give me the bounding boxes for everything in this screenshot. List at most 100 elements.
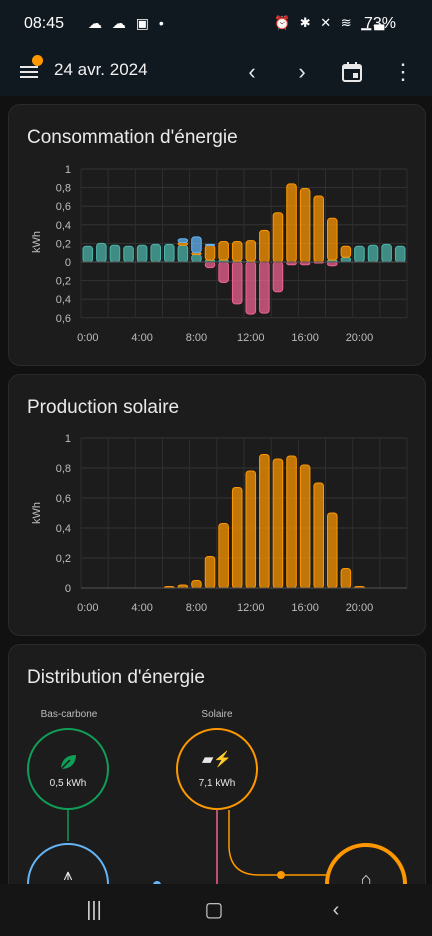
x-tick-label: 0:00	[77, 332, 98, 344]
y-tick-label: 0	[65, 583, 71, 595]
bar	[191, 236, 202, 254]
y-tick-label: 0,2	[56, 553, 71, 565]
bar	[259, 229, 270, 263]
chevron-right-icon[interactable]: ›	[298, 59, 306, 84]
bar	[299, 188, 311, 263]
bar	[327, 512, 338, 589]
bar	[204, 556, 216, 589]
bar	[164, 243, 175, 263]
bar	[394, 245, 406, 263]
bar	[191, 580, 202, 589]
bar	[354, 245, 365, 263]
bar	[286, 455, 297, 589]
y-tick-label: 0,6	[56, 201, 71, 213]
energy-consumption-chart: 1 0,8 0,6 0,4 0,2 0 0,2 0,4 0,6 0:00 4:00 8:00 12:00…	[31, 164, 408, 344]
y-tick-label: 0,2	[56, 238, 71, 250]
app-bar: 24 avr. 2024 ‹ › ⋮	[0, 48, 432, 96]
bar	[231, 241, 243, 262]
bar	[340, 245, 352, 258]
bar	[218, 261, 229, 283]
x-tick-label: 8:00	[186, 332, 207, 344]
home-icon: ⌂	[360, 869, 372, 889]
x-tick-label: 8:00	[186, 602, 207, 614]
bar	[150, 243, 162, 263]
x-tick-label: 12:00	[237, 602, 265, 614]
solar-production-chart: 1 0,8 0,6 0,4 0,2 0 0:00 4:00 8:00 12:00 16:00 20:0…	[31, 433, 408, 614]
solar-value: 7,1 kWh	[198, 778, 236, 789]
y-tick-label: 0,8	[56, 183, 71, 195]
bar	[191, 254, 202, 263]
y-tick-label: 0,4	[56, 523, 71, 535]
calendar-icon[interactable]	[338, 58, 366, 86]
selected-date[interactable]: 24 avr. 2024	[54, 60, 148, 79]
bar	[204, 244, 216, 261]
card-title: Production solaire	[27, 397, 180, 418]
menu-icon[interactable]	[18, 60, 42, 84]
y-tick-label: 0,6	[56, 313, 71, 325]
low-carbon-value: 0,5 kWh	[49, 778, 87, 789]
bar	[177, 238, 189, 243]
energy-consumption-card: Consommation d'énergie 1 0,8 0,6 0,4 0,2 0 0,2…	[8, 104, 426, 366]
bar	[259, 261, 270, 314]
bar	[313, 195, 324, 263]
x-tick-label: 20:00	[346, 332, 374, 344]
y-tick-label: 0,8	[56, 463, 71, 475]
y-tick-label: 0	[65, 257, 71, 269]
bar	[272, 261, 284, 293]
x-tick-label: 0:00	[77, 602, 98, 614]
notification-badge	[32, 55, 43, 66]
y-axis-label: kWh	[31, 231, 43, 253]
bar	[272, 458, 284, 589]
bar	[340, 568, 352, 589]
back-button[interactable]: ‹	[332, 899, 340, 921]
bar	[340, 256, 352, 263]
y-tick-label: 0,4	[56, 220, 71, 232]
bar	[367, 244, 379, 263]
x-tick-label: 16:00	[291, 602, 319, 614]
bar	[82, 245, 94, 263]
bar	[327, 217, 338, 261]
more-vert-icon[interactable]: ⋮	[392, 59, 414, 84]
bar	[123, 245, 134, 263]
system-icons: ⏰ ✱ ✕ ≋ ▁▃	[274, 15, 388, 30]
bar	[204, 243, 216, 246]
bar	[136, 244, 148, 263]
low-carbon-label: Bas-carbone	[40, 709, 98, 720]
battery-level: 73%	[364, 15, 397, 32]
x-tick-label: 4:00	[131, 602, 152, 614]
card-title: Distribution d'énergie	[27, 667, 205, 688]
bar	[286, 183, 297, 263]
x-tick-label: 12:00	[237, 332, 265, 344]
y-axis-label: kWh	[31, 502, 43, 524]
bar	[259, 454, 270, 589]
chevron-left-icon[interactable]: ‹	[248, 59, 256, 84]
bar	[231, 261, 243, 305]
recent-apps-button[interactable]: |||	[86, 899, 102, 921]
home-button[interactable]: ▢	[204, 899, 224, 921]
notification-icons: ☁ ☁ ▣ •	[88, 15, 167, 31]
solar-production-card: Production solaire 1 0,8 0,6 0,4 0,2 0 0:00 4:0…	[8, 374, 426, 636]
solar-node[interactable]: ▰⚡ 7,1 kWh	[176, 728, 258, 810]
solar-label: Solaire	[201, 709, 233, 720]
y-tick-label: 1	[65, 164, 71, 176]
bar	[245, 240, 257, 262]
bar	[245, 261, 257, 315]
bar	[272, 212, 284, 263]
bar	[231, 487, 243, 589]
bar	[381, 243, 392, 263]
bar	[177, 244, 189, 263]
y-tick-label: 0,4	[56, 294, 71, 306]
system-navigation-bar: ||| ▢ ‹	[0, 884, 432, 936]
status-bar: 08:45 ☁ ☁ ▣ • ⏰ ✱ ✕ ≋ ▁▃ 73%	[0, 0, 432, 48]
bar	[109, 244, 121, 263]
x-tick-label: 16:00	[291, 332, 319, 344]
bar	[96, 242, 107, 263]
x-tick-label: 20:00	[346, 602, 374, 614]
solar-power-icon: ▰⚡	[201, 751, 233, 768]
transmission-tower-icon: ⩚	[63, 867, 73, 884]
bar	[327, 261, 338, 267]
low-carbon-node[interactable]: 0,5 kWh	[27, 728, 109, 810]
y-tick-label: 0,6	[56, 493, 71, 505]
bar	[299, 464, 311, 589]
bar	[218, 523, 229, 589]
